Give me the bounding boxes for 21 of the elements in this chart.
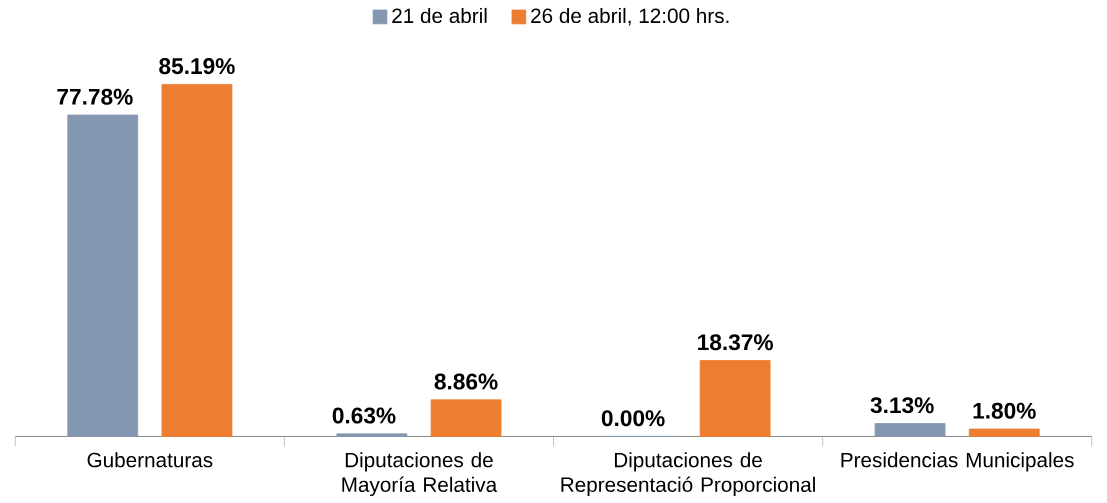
data-label: 0.63% [332, 407, 396, 424]
legend-label: 21 de abril [392, 7, 487, 24]
bar [699, 360, 771, 437]
data-label: 77.78% [57, 88, 133, 105]
bar [161, 84, 233, 437]
x-tick-label: Diputaciones de Representació Proporcional [561, 452, 815, 497]
bar [336, 433, 408, 437]
data-label: 18.37% [698, 334, 773, 351]
data-label: 1.80% [973, 402, 1036, 419]
x-tick-label: Gubernaturas [87, 452, 213, 468]
data-label: 0.00% [601, 410, 665, 427]
x-tick-label: Diputaciones de Mayoría Relativa [342, 452, 498, 497]
data-label: 85.19% [159, 58, 235, 75]
data-label: 3.13% [870, 397, 934, 414]
bar [874, 423, 946, 437]
x-tick-label: Presidencias Municipales [841, 452, 1074, 472]
bar [430, 399, 502, 437]
data-label: 8.86% [434, 373, 498, 390]
bar [968, 428, 1040, 437]
legend-label: 26 de abril, 12:00 hrs. [531, 7, 729, 26]
bar [67, 114, 139, 437]
